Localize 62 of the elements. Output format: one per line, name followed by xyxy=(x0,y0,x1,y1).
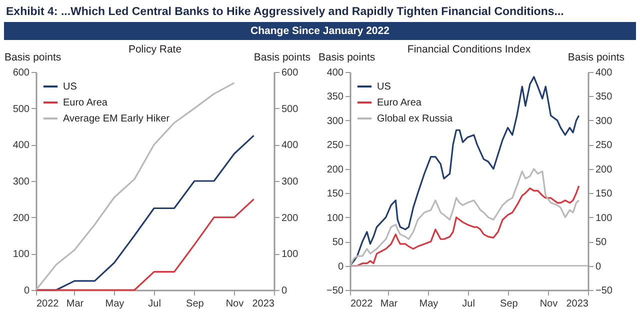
y-tick-label: 400 xyxy=(12,140,30,152)
x-tick-label: 2022 xyxy=(350,298,374,310)
y2-axis-title: Basis points xyxy=(254,52,310,64)
chart-title: Financial Conditions Index xyxy=(407,44,532,56)
y-axis-title: Basis points xyxy=(4,52,62,64)
x-tick-label: 2022 xyxy=(36,298,60,310)
y-tick-label: 500 xyxy=(12,104,30,115)
y-tick-label: 250 xyxy=(326,140,344,152)
y2-tick-label: 0 xyxy=(282,286,288,296)
y2-tick-label: 400 xyxy=(596,68,613,78)
x-tick-label: Nov xyxy=(540,298,558,310)
x-tick-label: 2023 xyxy=(252,298,275,310)
x-tick-label: May xyxy=(419,298,438,310)
x-tick-label: Sep xyxy=(500,298,518,310)
y2-tick-label: 100 xyxy=(282,249,299,260)
y2-tick-label: 300 xyxy=(596,116,613,127)
y2-tick-label: 200 xyxy=(282,212,299,224)
y-tick-label: 0 xyxy=(24,286,30,296)
legend-label: Average EM Early Hiker xyxy=(63,114,170,124)
y-tick-label: 350 xyxy=(326,92,344,103)
x-tick-label: Mar xyxy=(380,298,398,310)
text: Exhibit 4: ...Which Led Central Banks to Hike Aggressively and Rapidly Tighten Financial Conditions... xyxy=(5,5,565,20)
y2-tick-label: 250 xyxy=(596,140,613,152)
y-tick-label: 600 xyxy=(12,68,30,78)
y-tick-label: 50 xyxy=(332,237,344,248)
y2-tick-label: 50 xyxy=(596,237,608,248)
y-tick-label: 150 xyxy=(326,188,344,200)
legend-label: Euro Area xyxy=(63,98,108,108)
y-axis-title: Basis points xyxy=(318,52,376,64)
legend-label: Global ex Russia xyxy=(377,114,454,124)
y2-tick-label: 400 xyxy=(282,140,299,152)
legend-label: Euro Area xyxy=(377,98,422,108)
y-tick-label: 100 xyxy=(326,212,344,224)
y2-axis-title: Basis points xyxy=(568,52,624,64)
text: Change Since January 2022 xyxy=(4,22,636,40)
legend-label: US xyxy=(63,82,78,92)
y-tick-label: 0 xyxy=(338,261,344,272)
y-tick-label: −50 xyxy=(326,286,344,296)
x-tick-label: Mar xyxy=(66,298,84,310)
y-tick-label: 200 xyxy=(12,212,30,224)
x-tick-label: 2023 xyxy=(566,298,589,310)
x-tick-label: Nov xyxy=(226,298,244,310)
y-tick-label: 400 xyxy=(326,68,344,78)
x-tick-label: Jul xyxy=(148,298,161,310)
y2-tick-label: 600 xyxy=(282,68,299,78)
y2-tick-label: −50 xyxy=(596,286,613,296)
x-tick-label: May xyxy=(105,298,124,310)
y-tick-label: 100 xyxy=(12,249,30,260)
legend-label: US xyxy=(377,82,392,92)
y2-tick-label: 150 xyxy=(596,188,613,200)
y2-tick-label: 300 xyxy=(282,176,299,188)
y-tick-label: 300 xyxy=(12,176,30,188)
x-tick-label: Jul xyxy=(462,298,475,310)
y-tick-label: 300 xyxy=(326,116,344,127)
chart-title: Policy Rate xyxy=(128,44,182,56)
y2-tick-label: 500 xyxy=(282,104,299,115)
y2-tick-label: 0 xyxy=(596,261,602,272)
y2-tick-label: 350 xyxy=(596,92,613,103)
y-tick-label: 200 xyxy=(326,164,344,176)
x-tick-label: Sep xyxy=(186,298,204,310)
y2-tick-label: 100 xyxy=(596,212,613,224)
y2-tick-label: 200 xyxy=(596,164,613,176)
